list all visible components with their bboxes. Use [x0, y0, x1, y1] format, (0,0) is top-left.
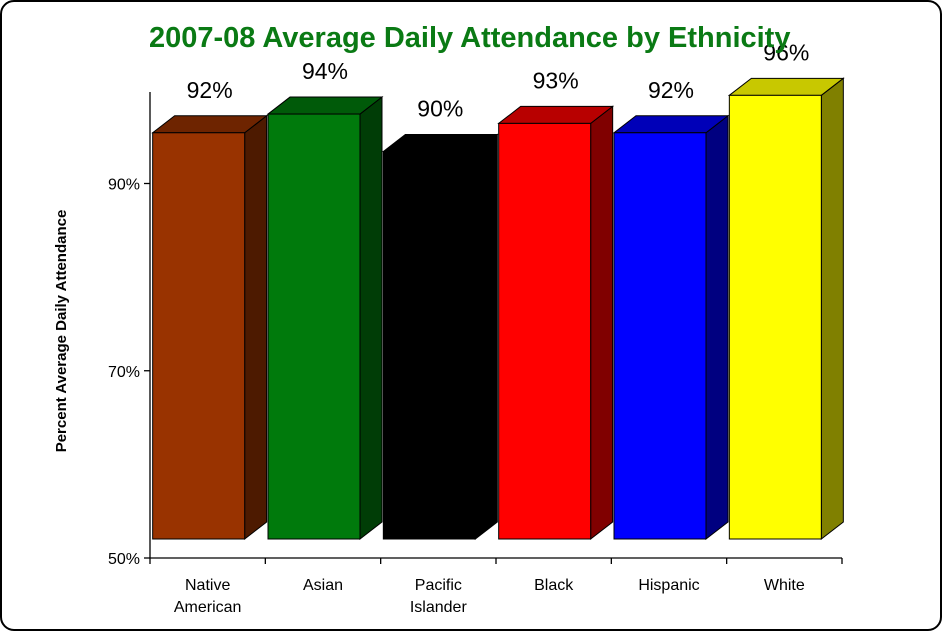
- bar-side: [705, 114, 729, 541]
- bar-side: [474, 133, 498, 541]
- y-tick-label: 50%: [108, 551, 140, 568]
- value-labels: 92% 94% 90% 93% 92% 96%: [187, 39, 810, 121]
- bar-front: [498, 122, 592, 540]
- chart-title: 2007-08 Average Daily Attendance by Ethn…: [149, 22, 790, 54]
- bar-front: [267, 113, 361, 540]
- y-tick-label: 90%: [108, 177, 140, 194]
- bar-side: [590, 105, 614, 541]
- x-category-label: White: [764, 577, 805, 594]
- x-category-labels: Native American Asian Pacific Islander Black H…: [174, 577, 805, 616]
- x-category-label: Black: [534, 577, 574, 594]
- y-axis-label: Percent Average Daily Attendance: [53, 210, 70, 453]
- bar-value-label: 90%: [417, 96, 463, 122]
- bar: [266, 96, 384, 541]
- bar-front: [152, 132, 246, 540]
- bar: [381, 133, 499, 541]
- bar-value-label: 94%: [302, 58, 348, 84]
- bar-value-label: 92%: [648, 77, 694, 103]
- bar-side: [244, 114, 268, 541]
- bar: [151, 114, 269, 541]
- bar-side: [359, 96, 383, 541]
- bar-value-label: 93%: [533, 67, 579, 93]
- bar: [497, 105, 615, 541]
- bar-front: [728, 94, 822, 540]
- y-ticks: 50% 70% 90%: [108, 177, 843, 568]
- y-tick-label: 70%: [108, 364, 140, 381]
- bar-side: [820, 77, 844, 541]
- bar-front: [382, 151, 476, 540]
- x-category-label: Pacific Islander: [410, 577, 468, 616]
- x-category-label: Asian: [303, 577, 343, 594]
- bar-value-label: 92%: [187, 77, 233, 103]
- bar: [612, 114, 730, 541]
- bar: [727, 77, 845, 541]
- bar-front: [613, 132, 707, 540]
- bars-layer: [151, 77, 845, 541]
- x-category-label: Hispanic: [638, 577, 699, 594]
- bar-value-label: 96%: [763, 39, 809, 65]
- x-category-label: Native American: [174, 577, 242, 616]
